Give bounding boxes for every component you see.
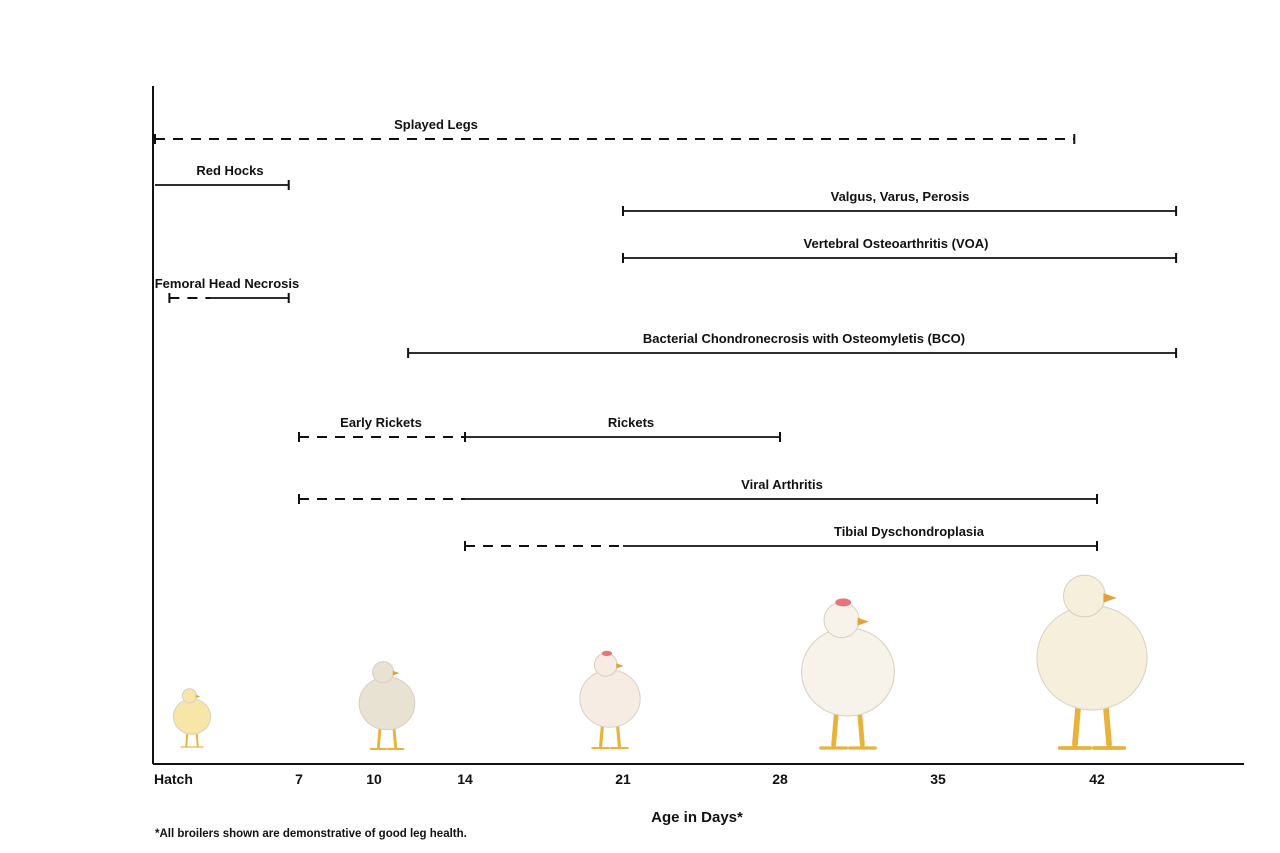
condition-bar: Vertebral Osteoarthritis (VOA) — [622, 236, 1178, 263]
x-axis-title: Age in Days* — [651, 809, 743, 826]
broiler-illustrations — [172, 574, 1148, 750]
x-tick-label: 7 — [295, 771, 303, 787]
condition-label: Valgus, Varus, Perosis — [831, 189, 970, 204]
broiler-icon — [801, 598, 895, 750]
condition-label: Femoral Head Necrosis — [155, 276, 300, 291]
x-tick-label: 10 — [366, 771, 382, 787]
condition-label: Viral Arthritis — [741, 477, 823, 492]
condition-bar: Viral Arthritis — [298, 477, 1098, 504]
condition-label: Splayed Legs — [394, 117, 478, 132]
broiler-icon — [579, 650, 641, 750]
condition-bar: Tibial Dyschondroplasia — [464, 524, 1098, 551]
condition-bar: Bacterial Chondronecrosis with Osteomyle… — [407, 331, 1178, 358]
condition-label: Early Rickets — [340, 415, 422, 430]
condition-bar: Early Rickets — [298, 415, 465, 442]
broiler-icon — [172, 688, 212, 748]
condition-label: Rickets — [608, 415, 654, 430]
x-tick-label: 21 — [615, 771, 631, 787]
broiler-icon — [1036, 574, 1148, 750]
condition-bar: Valgus, Varus, Perosis — [622, 189, 1178, 216]
condition-bar: Rickets — [464, 415, 781, 442]
condition-bar: Femoral Head Necrosis — [155, 276, 300, 303]
x-tick-label: 14 — [457, 771, 473, 787]
condition-bars: Splayed Legs Red Hocks Valgus, Varus, Pero… — [154, 117, 1178, 551]
broiler-icon — [358, 661, 416, 750]
x-tick-label: 35 — [930, 771, 946, 787]
x-tick-label: Hatch — [154, 771, 193, 787]
condition-label: Red Hocks — [196, 163, 263, 178]
footnote: *All broilers shown are demonstrative of… — [155, 828, 467, 840]
x-tick-label: 28 — [772, 771, 788, 787]
x-tick-labels: Hatch 7 10 14 21 28 35 42 — [154, 771, 1105, 787]
x-tick-label: 42 — [1089, 771, 1105, 787]
condition-label: Tibial Dyschondroplasia — [834, 524, 985, 539]
condition-label: Bacterial Chondronecrosis with Osteomyle… — [643, 331, 965, 346]
condition-bar: Red Hocks — [155, 163, 290, 190]
condition-label: Vertebral Osteoarthritis (VOA) — [804, 236, 989, 251]
condition-bar: Splayed Legs — [154, 117, 1076, 144]
